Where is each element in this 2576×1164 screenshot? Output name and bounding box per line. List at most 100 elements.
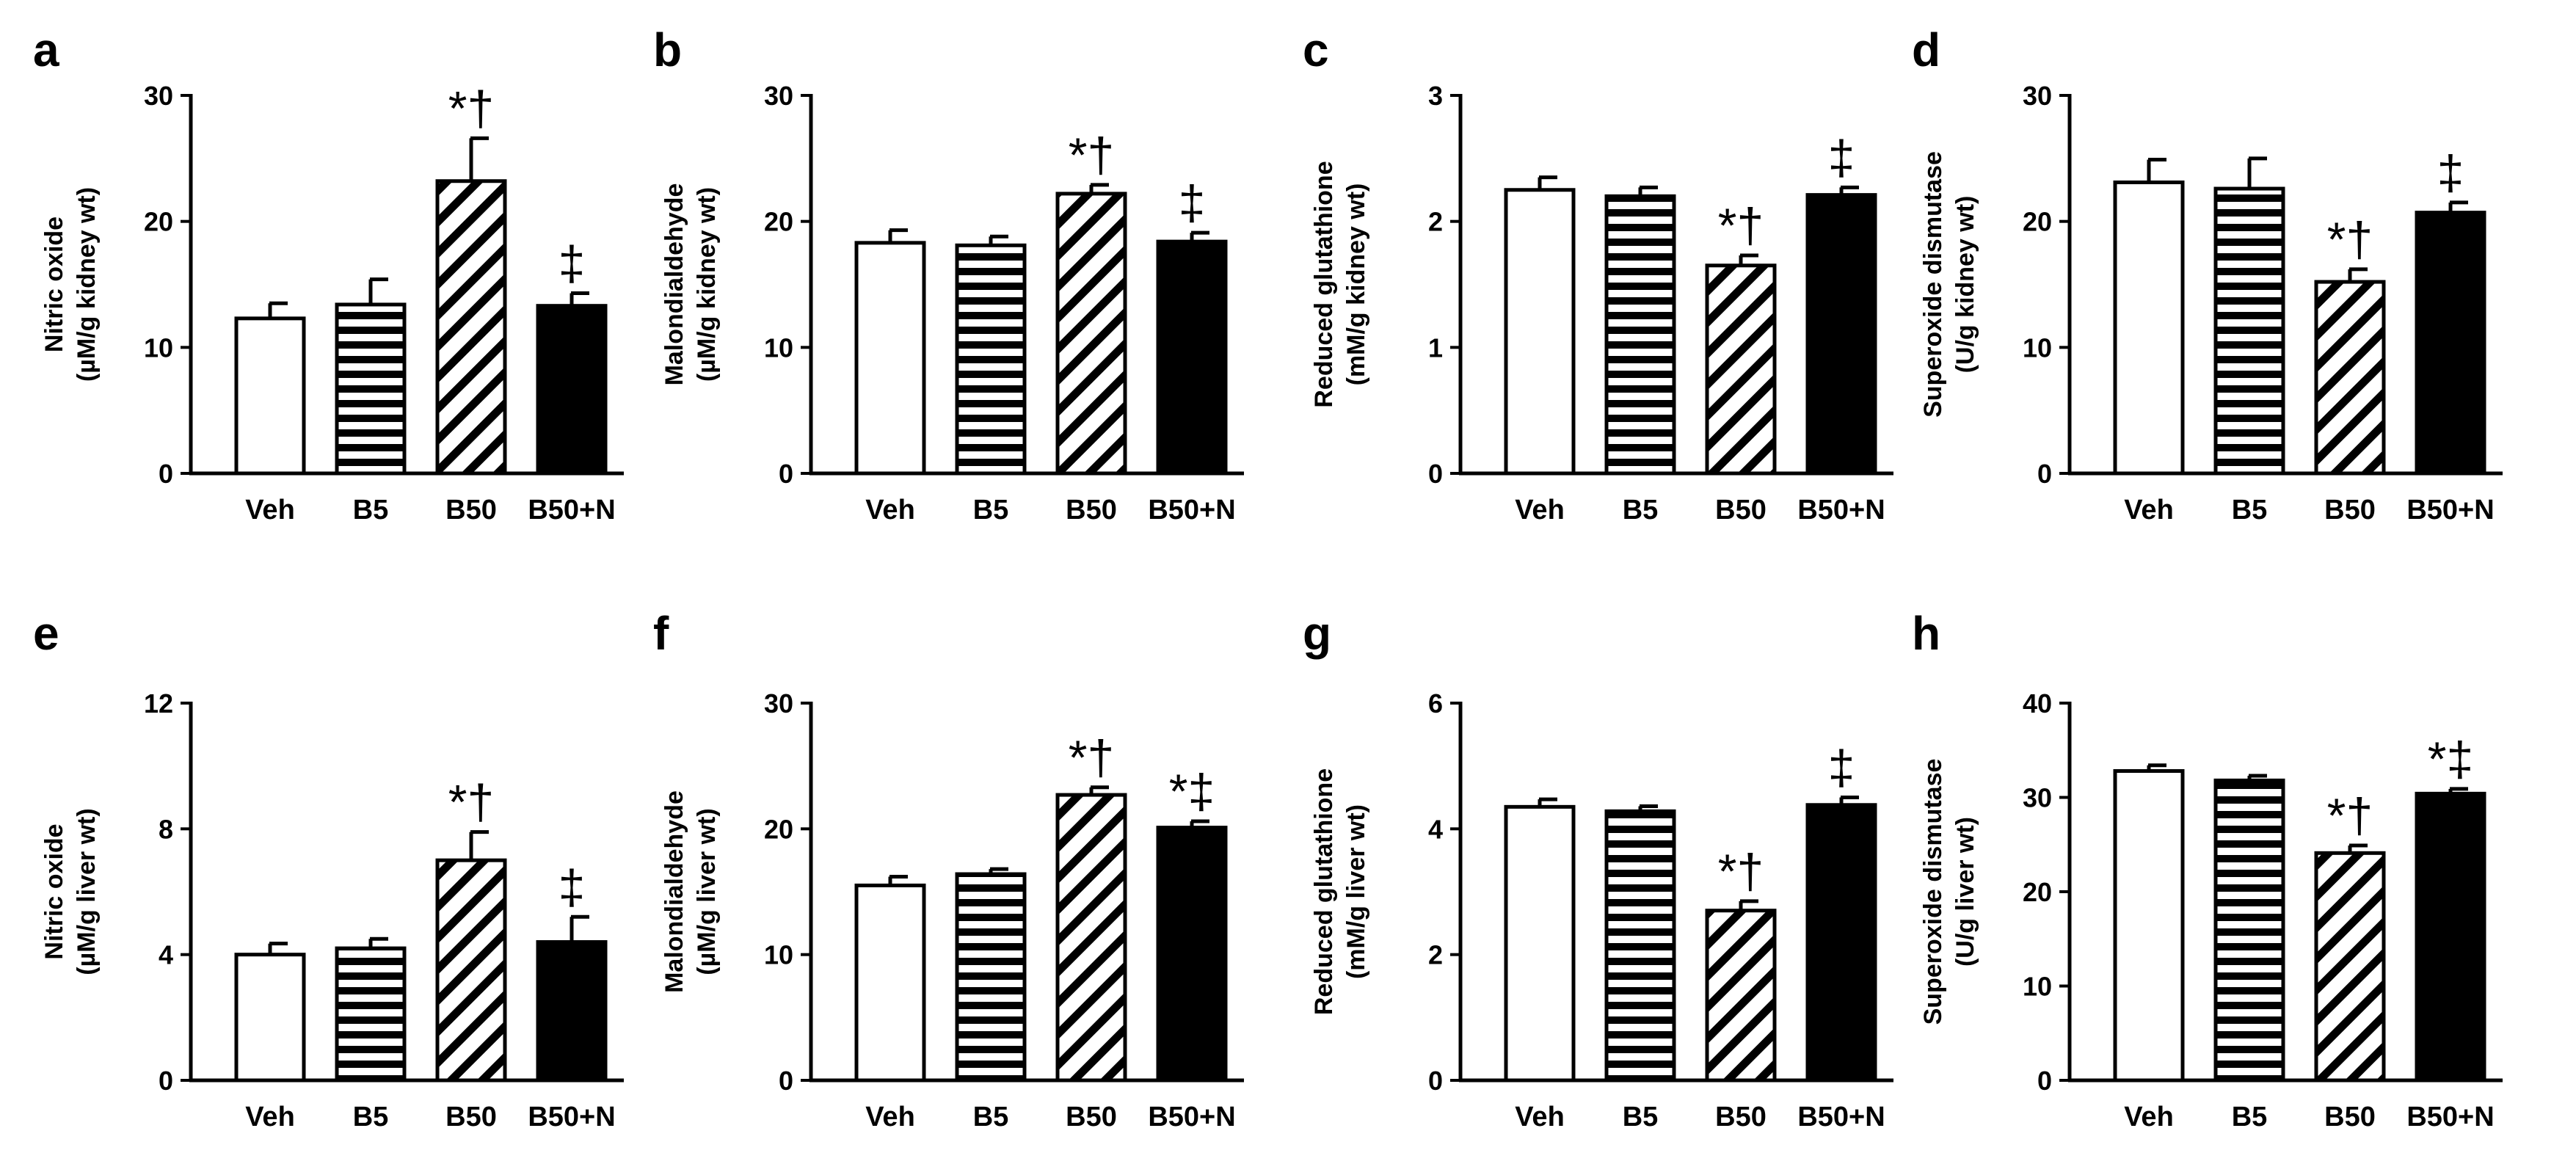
panel-e: e Nitric oxide (µM/g liver wt) 0 4 8 12 Veh B5 *†… [33,607,624,1132]
panel-b: b Malondialdehyde (µM/g kidney wt) 0 10 20 30 V… [653,23,1244,525]
significance-mark: ‡ [2437,145,2464,200]
significance-mark: ‡ [559,236,586,291]
category-label: Veh [2124,495,2174,525]
y-axis-title-line: (µM/g liver wt) [73,808,101,975]
y-tick-label: 8 [159,814,173,844]
bar-b-2 [1055,192,1127,476]
y-axis-title-line: Reduced glutathione [1310,161,1338,407]
category-label: B50+N [528,495,615,525]
category-label: B50 [1715,495,1767,525]
y-tick-label: 20 [764,207,793,237]
y-tick-label: 6 [1428,688,1443,719]
bar-d-3 [2415,211,2486,476]
y-axis-title-line: (µM/g kidney wt) [73,187,101,382]
category-label: B5 [973,1102,1009,1132]
y-tick-label: 0 [159,1066,173,1096]
y-tick-label: 0 [1428,459,1443,489]
y-tick-label: 10 [764,940,793,970]
bar-c-3 [1805,193,1877,476]
panel-f: f Malondialdehyde (µM/g liver wt) 0 10 20 30 Ve… [653,607,1244,1132]
y-tick-label: 20 [2023,877,2052,907]
significance-mark: *† [1718,844,1764,898]
category-label: B50+N [1148,495,1235,525]
category-label: B50 [445,1102,497,1132]
bar-c-0 [1504,188,1576,476]
y-tick-label: 2 [1428,940,1443,970]
category-label: B50+N [1797,495,1885,525]
y-tick-label: 40 [2023,688,2052,719]
y-tick-label: 3 [1428,81,1443,111]
panel-letter: f [653,607,669,660]
y-tick-label: 10 [144,332,173,363]
panel-c: c Reduced glutathione (mM/g kidney wt) 0 1 2 3… [1303,23,1893,525]
category-label: Veh [1515,1102,1565,1132]
y-tick-label: 12 [144,688,173,719]
bar-g-0 [1504,804,1576,1083]
y-axis-title: Nitric oxide (µM/g kidney wt) [40,187,101,382]
y-axis-title-line: Nitric oxide [40,823,68,959]
bar-a-2 [435,179,507,476]
y-axis-title-line: (U/g kidney wt) [1951,196,1979,374]
y-tick-label: 0 [1428,1066,1443,1096]
y-axis-title: Malondialdehyde (µM/g kidney wt) [661,183,721,386]
panel-a: a Nitric oxide (µM/g kidney wt) 0 10 20 30 Veh B… [33,23,624,525]
bar-e-2 [435,858,507,1083]
bar-g-2 [1705,909,1777,1083]
category-label: B50+N [528,1102,615,1132]
bar-b-3 [1156,239,1228,476]
y-tick-label: 10 [2023,972,2052,1002]
bar-a-3 [536,304,608,476]
y-axis-title: Malondialdehyde (µM/g liver wt) [661,790,721,993]
category-label: B50+N [2406,495,2494,525]
significance-mark: *‡ [2428,732,2473,786]
y-tick-label: 20 [764,814,793,844]
bar-h-2 [2314,851,2386,1083]
y-axis-title: Reduced glutathione (mM/g kidney wt) [1310,161,1370,407]
y-tick-label: 30 [2023,81,2052,111]
bar-a-0 [234,316,306,476]
category-label: B5 [2232,495,2268,525]
category-label: B50 [1066,495,1117,525]
y-tick-label: 30 [2023,783,2052,813]
y-axis-title-line: Nitric oxide [40,217,68,352]
y-tick-label: 0 [2037,459,2052,489]
y-tick-label: 0 [779,1066,793,1096]
y-axis-title: Nitric oxide (µM/g liver wt) [40,808,101,975]
y-axis-title: Superoxide dismutase (U/g liver wt) [1919,759,1979,1025]
bar-d-0 [2113,180,2185,476]
y-axis-title: Superoxide dismutase (U/g kidney wt) [1919,151,1979,418]
y-axis-title-line: (µM/g kidney wt) [693,187,721,382]
category-label: B50 [445,495,497,525]
bar-h-0 [2113,769,2185,1083]
bar-f-0 [854,883,926,1083]
y-axis-title-line: Malondialdehyde [661,790,688,993]
y-axis-title-line: (mM/g kidney wt) [1342,183,1370,386]
panel-letter: d [1912,23,1940,76]
panel-letter: g [1303,607,1331,660]
bar-a-1 [335,302,407,476]
panel-d: d Superoxide dismutase (U/g kidney wt) 0 10 2… [1912,23,2503,525]
bar-e-0 [234,953,306,1083]
y-axis-title-line: Malondialdehyde [661,183,688,386]
category-label: Veh [1515,495,1565,525]
y-tick-label: 10 [2023,332,2052,363]
y-tick-label: 20 [2023,207,2052,237]
bar-h-3 [2415,791,2486,1083]
panel-letter: e [33,607,59,660]
bar-b-0 [854,241,926,476]
y-tick-label: 10 [764,332,793,363]
significance-mark: *† [2327,788,2373,843]
bar-c-1 [1604,194,1676,476]
panel-letter: a [33,23,59,76]
category-label: B50+N [2406,1102,2494,1132]
bar-g-1 [1604,809,1676,1083]
category-label: B50 [1066,1102,1117,1132]
category-label: B50 [2324,495,2376,525]
bar-f-1 [955,872,1027,1083]
bar-g-3 [1805,803,1877,1083]
bar-b-1 [955,243,1027,476]
category-label: B5 [973,495,1009,525]
significance-mark: *‡ [1169,764,1215,818]
y-axis-title-line: (µM/g liver wt) [693,808,721,975]
